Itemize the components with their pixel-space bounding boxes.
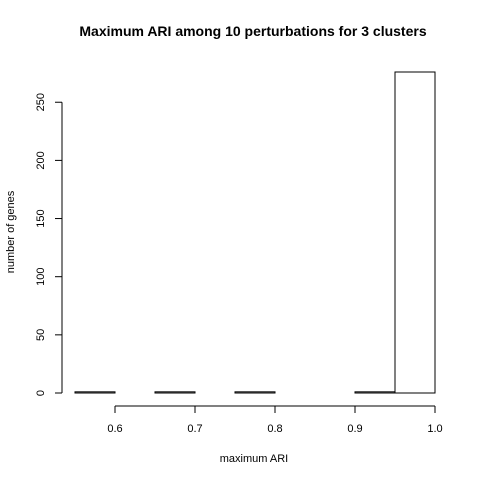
y-tick-label: 250 (35, 93, 47, 111)
y-axis: 0 50 100 150 200 250 (35, 93, 63, 396)
x-axis-label: maximum ARI (220, 453, 288, 465)
histogram-bar (234, 391, 276, 394)
histogram-bar (154, 391, 196, 394)
y-axis-label: number of genes (5, 190, 17, 273)
x-tick-label: 0.6 (107, 423, 122, 435)
chart-title: Maximum ARI among 10 perturbations for 3… (79, 23, 426, 39)
bars-group (74, 71, 436, 394)
y-tick-label: 0 (35, 390, 47, 396)
histogram-bar (74, 391, 116, 394)
x-axis: 0.6 0.7 0.8 0.9 1.0 (107, 405, 443, 435)
y-tick-label: 150 (35, 209, 47, 227)
y-tick-label: 50 (35, 329, 47, 341)
x-tick-label: 0.9 (347, 423, 362, 435)
histogram-bar (354, 391, 396, 394)
histogram-bar (394, 71, 436, 394)
x-tick-label: 0.7 (187, 423, 202, 435)
y-tick-label: 200 (35, 151, 47, 169)
x-tick-label: 1.0 (427, 423, 442, 435)
y-tick-label: 100 (35, 268, 47, 286)
x-tick-label: 0.8 (267, 423, 282, 435)
